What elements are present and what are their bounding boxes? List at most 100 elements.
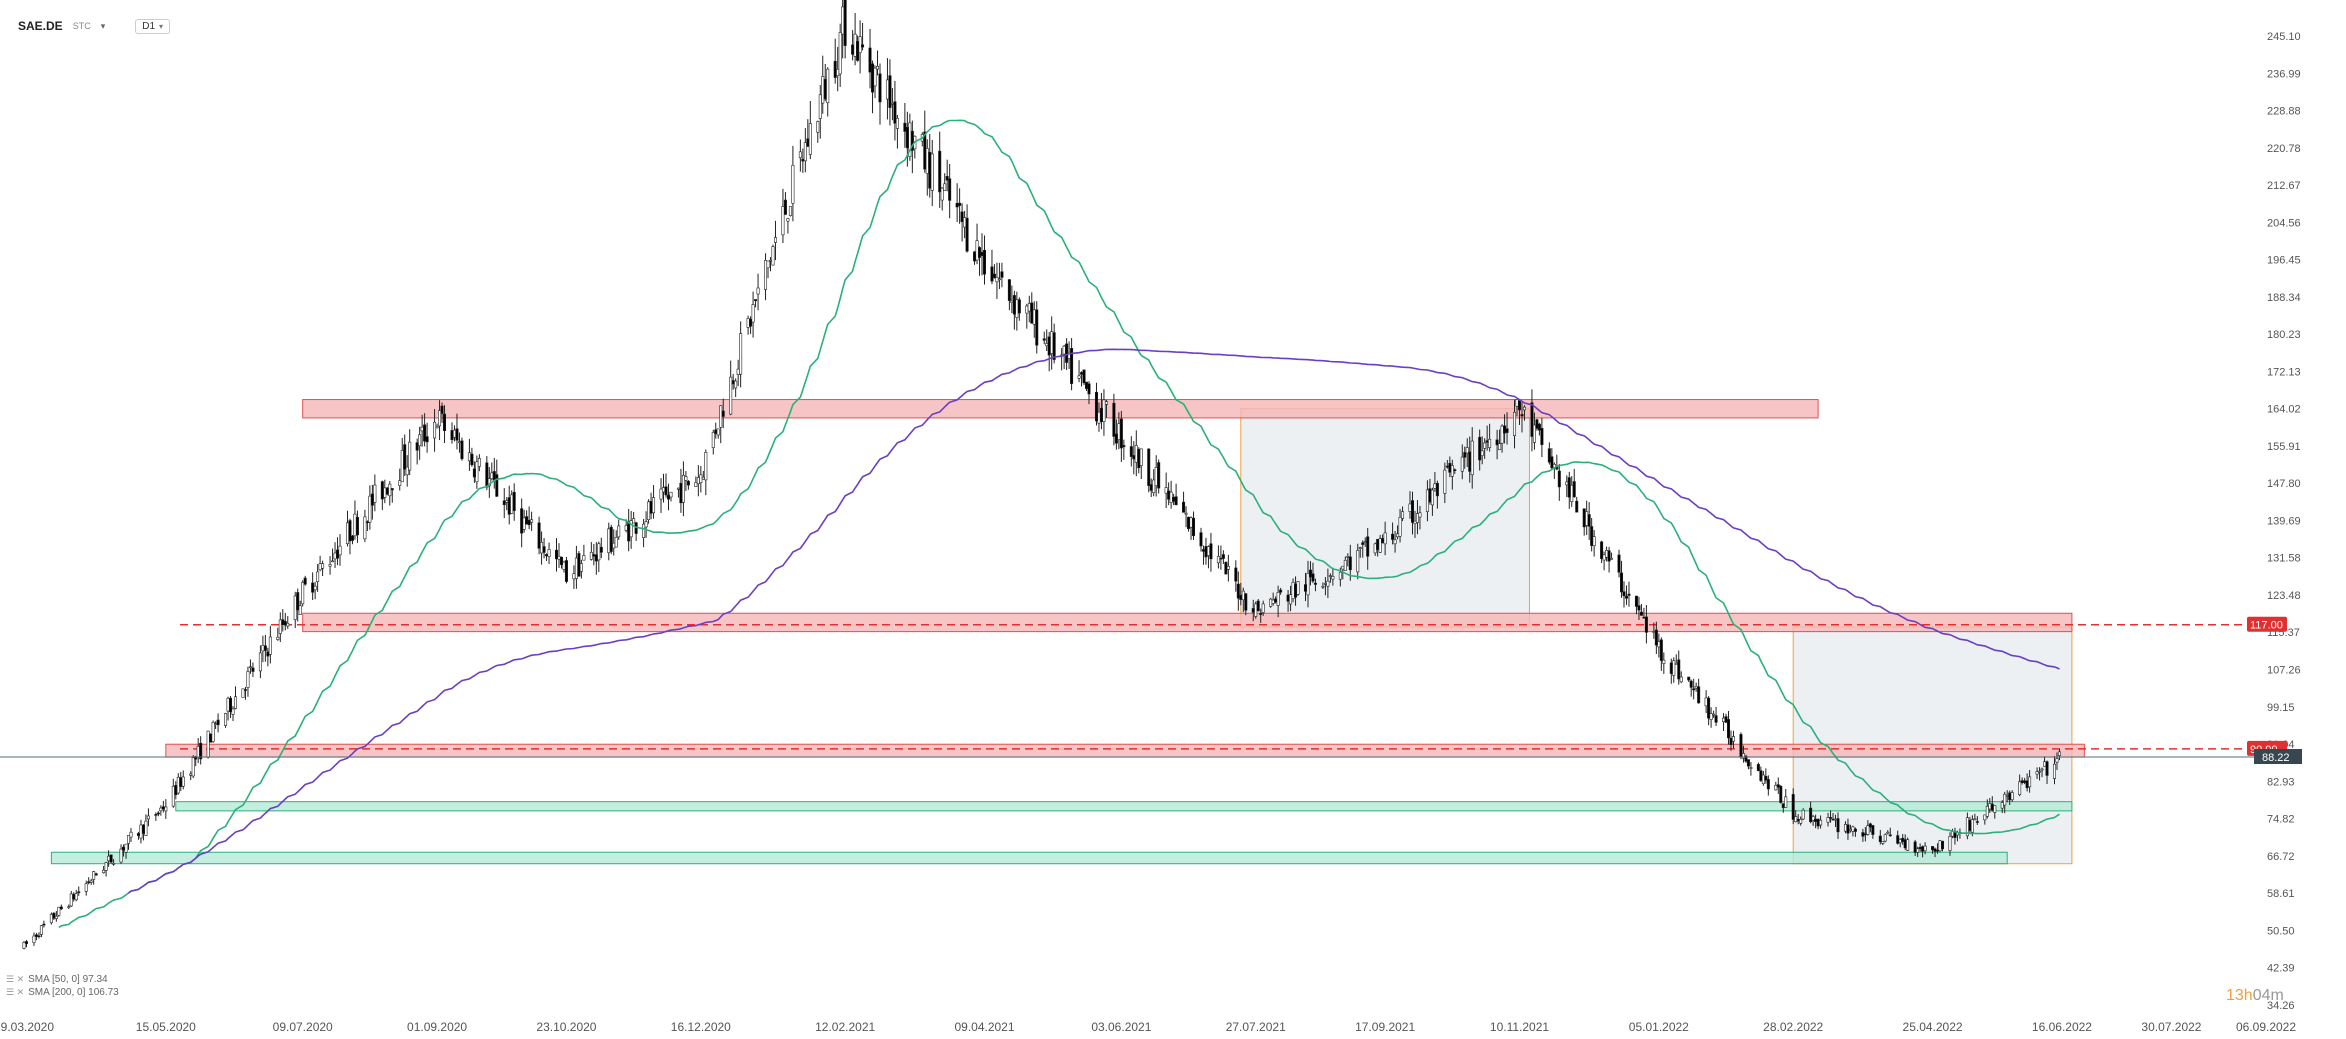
candle [1988, 803, 1992, 810]
candle [345, 522, 349, 545]
candle [390, 488, 394, 491]
candle [522, 517, 526, 530]
candle [1401, 511, 1405, 519]
legend-sma200-text: SMA [200, 0] 106.73 [28, 987, 119, 998]
timeframe-selector[interactable]: D1 ▾ [135, 18, 171, 34]
chevron-down-icon[interactable]: ▾ [100, 20, 106, 31]
candle [1204, 546, 1208, 558]
y-tick-label: 188.34 [2267, 292, 2301, 304]
candle [574, 557, 578, 579]
candle [338, 545, 342, 556]
candle [895, 117, 899, 129]
x-tick-label: 16.12.2020 [671, 1020, 731, 1034]
candle [597, 543, 601, 561]
candle [1187, 516, 1191, 529]
candle [1082, 369, 1086, 384]
candle [1724, 716, 1728, 723]
candle [1206, 546, 1210, 556]
candle [1052, 332, 1056, 360]
candle [1087, 383, 1091, 395]
candle [1781, 803, 1785, 808]
candle [1410, 500, 1414, 523]
candle [156, 812, 160, 815]
candle [1080, 372, 1084, 375]
candle [1936, 849, 1940, 852]
candle [209, 733, 213, 743]
candle [806, 138, 810, 147]
symbol-label[interactable]: SAE.DE [18, 19, 63, 33]
y-tick-label: 180.23 [2267, 329, 2301, 341]
candle [350, 535, 354, 541]
candle [1617, 554, 1621, 573]
candle [647, 501, 651, 520]
candle [1896, 835, 1900, 844]
candle [562, 561, 566, 570]
candle [963, 217, 967, 228]
candle [211, 722, 215, 742]
candle [385, 487, 389, 495]
x-tick-label: 01.09.2020 [407, 1020, 467, 1034]
candle [1199, 532, 1203, 547]
y-tick-label: 155.91 [2267, 441, 2301, 453]
candle [1428, 488, 1432, 503]
sma50-line [58, 119, 2060, 929]
candle [59, 906, 63, 910]
candle [470, 453, 474, 466]
candle [505, 500, 509, 503]
range-box-1 [1240, 408, 1530, 628]
y-tick-label: 58.61 [2267, 888, 2295, 900]
candle [1677, 659, 1681, 680]
candle [1261, 603, 1265, 613]
candle [1848, 828, 1852, 831]
candle [403, 444, 407, 470]
candle [1973, 818, 1977, 821]
candle [599, 546, 603, 553]
candle [1480, 450, 1484, 456]
candle [1727, 719, 1731, 739]
candle [1448, 463, 1452, 473]
candle [405, 466, 409, 476]
candle [1590, 526, 1594, 546]
settings-icon[interactable]: ☰ ✕ [6, 974, 25, 984]
candle [1746, 759, 1750, 767]
candle [1137, 448, 1141, 469]
candle [983, 249, 987, 275]
candle [1311, 573, 1315, 582]
candle [1321, 585, 1325, 588]
candle [179, 777, 183, 787]
candle [1495, 439, 1499, 446]
candle [455, 428, 459, 441]
candle [1393, 539, 1397, 545]
legend-sma200[interactable]: ☰ ✕ SMA [200, 0] 106.73 [6, 986, 119, 999]
y-tick-label: 42.39 [2267, 963, 2295, 975]
candle [754, 299, 758, 302]
settings-icon[interactable]: ☰ ✕ [6, 987, 25, 997]
candle-timer: 13h04m [2226, 987, 2284, 1005]
candle [783, 199, 787, 215]
candle [1498, 443, 1502, 451]
candle [841, 6, 845, 35]
candle [838, 32, 842, 75]
candle [457, 441, 461, 444]
legend-sma50[interactable]: ☰ ✕ SMA [50, 0] 97.34 [6, 973, 119, 986]
candle [438, 410, 442, 427]
candle [833, 60, 837, 78]
candle [1000, 271, 1004, 278]
candle [266, 651, 270, 657]
indicator-legend: ☰ ✕ SMA [50, 0] 97.34 ☰ ✕ SMA [200, 0] 1… [6, 973, 119, 999]
candle [1622, 591, 1626, 597]
candle [577, 553, 581, 577]
y-tick-label: 66.72 [2267, 851, 2295, 863]
candle [1587, 514, 1591, 527]
candle [348, 520, 352, 542]
candle [127, 835, 131, 844]
currency-label: STC [72, 21, 91, 31]
candle [1585, 511, 1589, 526]
candle [1669, 662, 1673, 674]
candle [1007, 279, 1011, 301]
candle [1794, 816, 1798, 823]
candle [627, 521, 631, 542]
candle [1338, 571, 1342, 580]
candle [788, 206, 792, 216]
